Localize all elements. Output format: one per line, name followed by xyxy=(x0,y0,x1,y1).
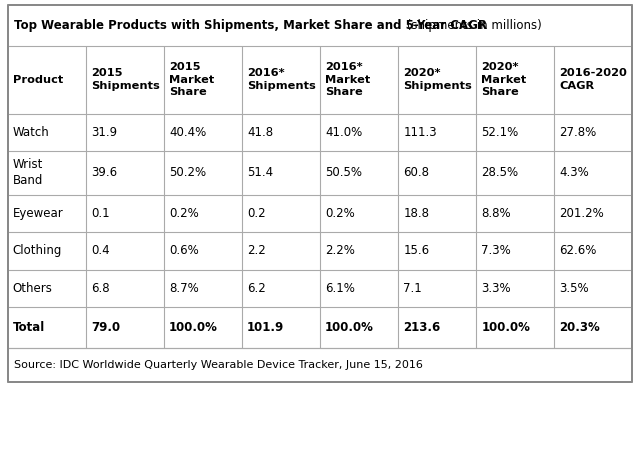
Text: 111.3: 111.3 xyxy=(403,126,437,139)
Text: 7.1: 7.1 xyxy=(403,282,422,295)
Text: 2020*
Market
Share: 2020* Market Share xyxy=(481,62,527,97)
Text: 2020*
Shipments: 2020* Shipments xyxy=(403,69,472,91)
Text: Top Wearable Products with Shipments, Market Share and 5-Year CAGR: Top Wearable Products with Shipments, Ma… xyxy=(14,19,487,32)
Text: 0.2: 0.2 xyxy=(247,207,266,220)
Text: Source: IDC Worldwide Quarterly Wearable Device Tracker, June 15, 2016: Source: IDC Worldwide Quarterly Wearable… xyxy=(14,360,423,370)
Text: 50.5%: 50.5% xyxy=(325,166,362,180)
Text: 2015
Market
Share: 2015 Market Share xyxy=(169,62,214,97)
Text: 201.2%: 201.2% xyxy=(559,207,604,220)
Text: 0.2%: 0.2% xyxy=(325,207,355,220)
Text: 51.4: 51.4 xyxy=(247,166,273,180)
Text: Watch: Watch xyxy=(13,126,49,139)
Text: 62.6%: 62.6% xyxy=(559,245,596,257)
Text: 0.2%: 0.2% xyxy=(169,207,198,220)
Text: 18.8: 18.8 xyxy=(403,207,429,220)
Text: 213.6: 213.6 xyxy=(403,321,440,334)
Text: Clothing: Clothing xyxy=(13,245,62,257)
Text: 41.0%: 41.0% xyxy=(325,126,362,139)
Text: Others: Others xyxy=(13,282,52,295)
Text: 100.0%: 100.0% xyxy=(169,321,218,334)
Text: 6.1%: 6.1% xyxy=(325,282,355,295)
Text: Total: Total xyxy=(13,321,45,334)
Text: 39.6: 39.6 xyxy=(91,166,117,180)
Text: 7.3%: 7.3% xyxy=(481,245,511,257)
Text: (shipments in millions): (shipments in millions) xyxy=(403,19,542,32)
Text: 2.2: 2.2 xyxy=(247,245,266,257)
Text: 40.4%: 40.4% xyxy=(169,126,206,139)
Text: Product: Product xyxy=(13,75,63,85)
Text: 2016*
Shipments: 2016* Shipments xyxy=(247,69,316,91)
Text: 2016*
Market
Share: 2016* Market Share xyxy=(325,62,371,97)
Text: Eyewear: Eyewear xyxy=(13,207,63,220)
Text: 31.9: 31.9 xyxy=(91,126,117,139)
Text: 0.6%: 0.6% xyxy=(169,245,198,257)
Text: Wrist
Band: Wrist Band xyxy=(13,158,43,187)
Text: 0.4: 0.4 xyxy=(91,245,109,257)
Text: 20.3%: 20.3% xyxy=(559,321,600,334)
Text: 100.0%: 100.0% xyxy=(481,321,530,334)
Text: 79.0: 79.0 xyxy=(91,321,120,334)
Text: 27.8%: 27.8% xyxy=(559,126,596,139)
Text: 8.7%: 8.7% xyxy=(169,282,198,295)
Text: 101.9: 101.9 xyxy=(247,321,284,334)
Text: 6.8: 6.8 xyxy=(91,282,109,295)
Bar xyxy=(8,5,632,382)
Text: 60.8: 60.8 xyxy=(403,166,429,180)
Text: 28.5%: 28.5% xyxy=(481,166,518,180)
Text: 2016-2020
CAGR: 2016-2020 CAGR xyxy=(559,69,627,91)
Text: 41.8: 41.8 xyxy=(247,126,273,139)
Text: 100.0%: 100.0% xyxy=(325,321,374,334)
Text: 4.3%: 4.3% xyxy=(559,166,589,180)
Text: 2015
Shipments: 2015 Shipments xyxy=(91,69,159,91)
Text: 0.1: 0.1 xyxy=(91,207,109,220)
Text: 8.8%: 8.8% xyxy=(481,207,511,220)
Text: 52.1%: 52.1% xyxy=(481,126,518,139)
Text: 50.2%: 50.2% xyxy=(169,166,206,180)
Text: 3.5%: 3.5% xyxy=(559,282,589,295)
Text: 3.3%: 3.3% xyxy=(481,282,511,295)
Text: 6.2: 6.2 xyxy=(247,282,266,295)
Text: 2.2%: 2.2% xyxy=(325,245,355,257)
Text: 15.6: 15.6 xyxy=(403,245,429,257)
